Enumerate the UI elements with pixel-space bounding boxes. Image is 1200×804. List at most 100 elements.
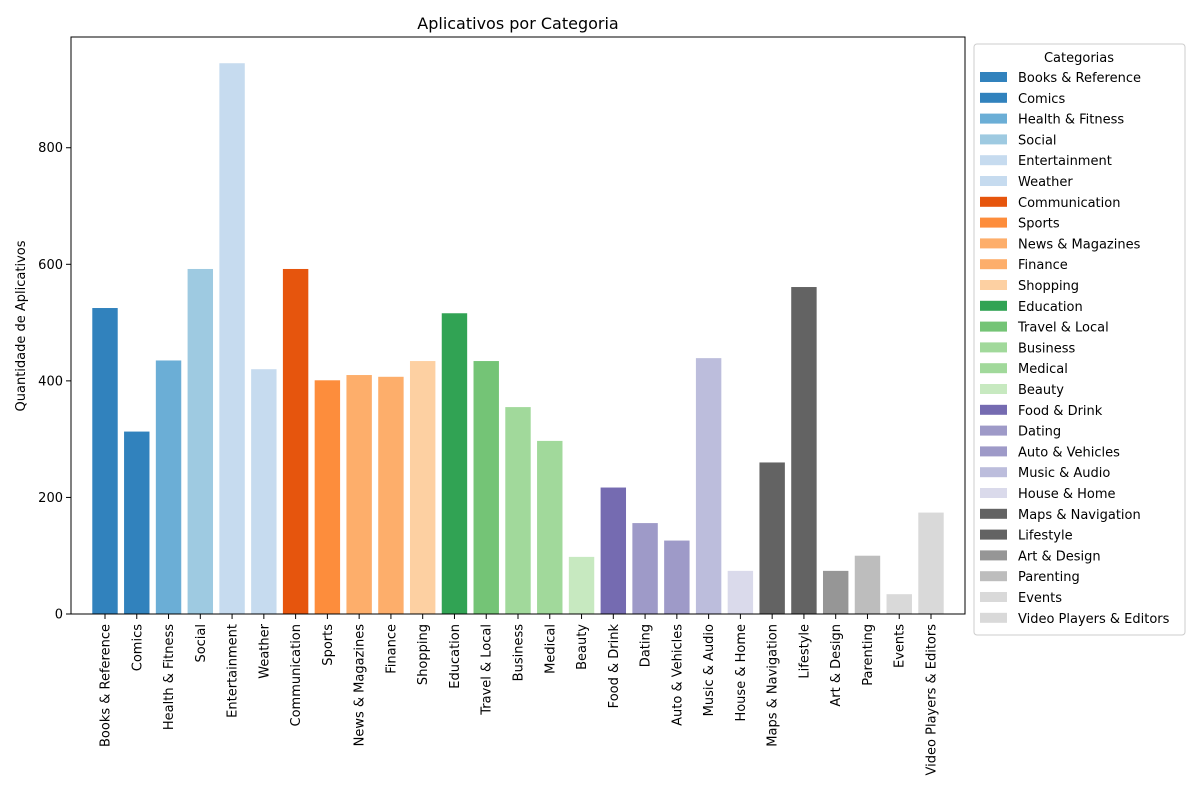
- legend-swatch: [980, 280, 1007, 290]
- bar: [282, 268, 309, 614]
- legend-swatch: [980, 612, 1007, 623]
- legend-entry-label: Beauty: [1018, 383, 1064, 398]
- legend-entry-label: Auto & Vehicles: [1018, 445, 1120, 460]
- y-tick-label: 0: [55, 608, 63, 623]
- x-tick-label: Social: [194, 624, 209, 663]
- legend-swatch: [980, 404, 1007, 415]
- legend-title: Categorias: [1044, 51, 1114, 66]
- x-tick-label: Medical: [543, 624, 558, 674]
- bar: [441, 313, 468, 614]
- bar: [378, 376, 404, 614]
- legend-swatch: [980, 508, 1007, 519]
- bar: [473, 361, 499, 614]
- y-tick-label: 400: [38, 374, 63, 389]
- bar: [632, 523, 658, 614]
- legend-entry-label: Health & Fitness: [1018, 113, 1124, 128]
- x-tick-label: Lifestyle: [797, 624, 812, 679]
- legend-swatch: [980, 529, 1007, 540]
- x-tick-label: Travel & Local: [480, 624, 495, 716]
- legend-swatch: [980, 446, 1007, 457]
- legend-swatch: [980, 550, 1007, 561]
- legend-entry-label: Social: [1018, 133, 1057, 148]
- legend-swatch: [980, 176, 1007, 186]
- x-tick-label: Communication: [289, 624, 304, 726]
- legend: Categorias Books & Reference Comics Health…: [973, 43, 1186, 636]
- legend-swatch: [980, 488, 1007, 498]
- legend-swatch: [980, 363, 1007, 374]
- legend-swatch: [980, 571, 1007, 582]
- legend-entry-label: Travel & Local: [1017, 321, 1109, 336]
- x-tick-label: News & Magazines: [353, 624, 368, 747]
- legend-entry-label: Comics: [1018, 92, 1065, 107]
- bar: [346, 375, 372, 614]
- legend-swatch: [980, 342, 1007, 353]
- bar: [918, 512, 944, 614]
- bar: [314, 380, 341, 614]
- bars-layer: [92, 63, 944, 615]
- legend-swatch: [980, 92, 1007, 103]
- y-tick-label: 600: [38, 258, 63, 273]
- x-tick-label: Entertainment: [226, 624, 241, 718]
- legend-swatch: [980, 259, 1007, 270]
- legend-entry-label: Medical: [1018, 362, 1068, 377]
- plot-frame: [70, 36, 966, 615]
- bar: [854, 555, 881, 614]
- bar: [886, 594, 912, 614]
- legend-entry-label: Business: [1018, 341, 1076, 356]
- x-tick-label: Auto & Vehicles: [670, 624, 685, 726]
- legend-entry-label: Communication: [1018, 196, 1120, 211]
- x-tick-label: Events: [893, 624, 908, 668]
- x-tick-label: Dating: [639, 624, 654, 667]
- bar: [791, 287, 817, 614]
- y-axis-label: Quantidade de Aplicativos: [14, 240, 29, 411]
- legend-entry-label: Parenting: [1018, 570, 1080, 585]
- legend-swatch: [980, 300, 1007, 311]
- legend-entry-label: Music & Audio: [1018, 466, 1110, 481]
- legend-swatch: [980, 592, 1007, 602]
- legend-entry-label: Education: [1018, 300, 1083, 315]
- x-tick-label: Art & Design: [829, 624, 844, 707]
- x-tick-label: Finance: [384, 624, 399, 674]
- bar: [537, 440, 563, 614]
- bar: [664, 540, 690, 614]
- x-tick-label: Comics: [130, 624, 145, 671]
- legend-swatch: [980, 321, 1007, 332]
- x-tick-label: Parenting: [861, 624, 876, 686]
- x-tick-label: Beauty: [575, 624, 590, 670]
- bar: [759, 462, 785, 614]
- legend-entry-label: Sports: [1018, 217, 1060, 232]
- legend-entry-label: Finance: [1018, 258, 1068, 273]
- legend-entry-label: Food & Drink: [1018, 404, 1103, 419]
- legend-entry-label: Art & Design: [1018, 549, 1101, 564]
- legend-swatch: [980, 425, 1007, 436]
- legend-swatch: [980, 134, 1007, 145]
- x-tick-label: Health & Fitness: [162, 624, 177, 730]
- bar: [124, 431, 150, 614]
- legend-swatch: [980, 196, 1007, 207]
- legend-entry-label: Events: [1018, 591, 1062, 606]
- bar: [187, 268, 214, 614]
- legend-entry-label: Shopping: [1018, 279, 1079, 294]
- legend-swatch: [980, 155, 1007, 166]
- legend-swatch: [980, 113, 1007, 124]
- bar: [568, 556, 595, 614]
- x-tick-label: Music & Audio: [702, 624, 717, 716]
- x-tick-label: Education: [448, 624, 463, 689]
- legend-entry-label: Weather: [1018, 175, 1073, 190]
- legend-entry-label: Lifestyle: [1018, 529, 1073, 544]
- legend-swatch: [980, 72, 1007, 82]
- x-tick-label: Video Players & Editors: [925, 624, 940, 776]
- legend-entry-label: Entertainment: [1018, 154, 1112, 169]
- bar: [600, 487, 627, 614]
- bar: [409, 361, 436, 614]
- legend-swatch: [980, 467, 1007, 478]
- bar: [219, 63, 245, 615]
- legend-entry-label: House & Home: [1018, 487, 1116, 502]
- y-ticks: 0 200 400 600 800: [38, 141, 71, 623]
- x-tick-label: Sports: [321, 624, 336, 666]
- x-tick-label: Maps & Navigation: [766, 624, 781, 747]
- legend-entry-label: News & Magazines: [1018, 237, 1141, 252]
- x-tick-label: Books & Reference: [98, 624, 113, 747]
